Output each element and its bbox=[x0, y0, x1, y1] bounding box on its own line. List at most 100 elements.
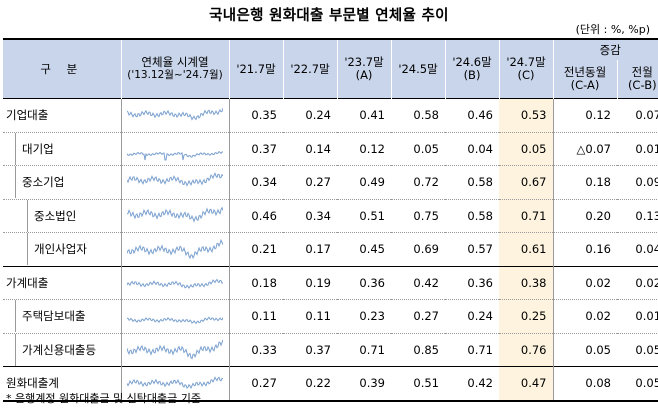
sparkline-chart bbox=[127, 239, 223, 260]
value-cell: 0.27 bbox=[229, 366, 283, 402]
value-cell: 0.47 bbox=[499, 366, 553, 402]
sparkline-chart bbox=[127, 172, 223, 187]
value-cell: 0.18 bbox=[229, 265, 283, 300]
table-row: 가계신용대출등 0.33 0.37 0.71 0.85 0.71 0.76 0.05 0.05 bbox=[3, 333, 658, 367]
value-cell: 0.01 bbox=[617, 299, 658, 334]
value-cell: 0.58 bbox=[445, 199, 499, 233]
value-cell: 0.76 bbox=[499, 333, 553, 367]
unit-label: (단위 : %, %p) bbox=[575, 23, 650, 36]
table-row: 기업대출 0.35 0.24 0.41 0.58 0.46 0.53 0.12 0.07 bbox=[3, 98, 658, 133]
header-2023-07: '23.7말 (A) bbox=[336, 39, 391, 99]
value-cell: 0.04 bbox=[445, 132, 499, 166]
value-cell: 0.12 bbox=[337, 132, 391, 166]
value-cell: 0.17 bbox=[283, 232, 337, 267]
header-series: 연체율 시계열 ('13.12월~'24.7월) bbox=[120, 39, 229, 99]
sparkline-path bbox=[127, 278, 223, 289]
value-cell: 0.85 bbox=[391, 333, 445, 367]
value-cell: 0.46 bbox=[229, 199, 283, 233]
value-cell: 0.67 bbox=[499, 165, 553, 200]
value-cell: 0.22 bbox=[283, 366, 337, 402]
sparkline-total-won-loans bbox=[121, 366, 230, 402]
row-label-sme: 중소기업 bbox=[3, 165, 122, 200]
value-cell: 0.72 bbox=[391, 165, 445, 200]
value-cell: 0.42 bbox=[391, 265, 445, 300]
value-cell: 0.27 bbox=[283, 165, 337, 200]
sparkline-chart bbox=[127, 376, 223, 390]
value-cell: 0.07 bbox=[617, 98, 658, 133]
value-cell: 0.24 bbox=[283, 98, 337, 133]
value-cell: 0.05 bbox=[617, 333, 658, 367]
value-cell: 0.13 bbox=[617, 199, 658, 233]
table-row: 개인사업자 0.21 0.17 0.45 0.69 0.57 0.61 0.16 0.04 bbox=[3, 232, 658, 267]
sparkline-path bbox=[127, 150, 223, 161]
value-cell: 0.20 bbox=[552, 199, 617, 233]
sparkline-path bbox=[127, 316, 223, 325]
table-row: 주택담보대출 0.11 0.11 0.23 0.27 0.24 0.25 0.02 0.01 bbox=[3, 299, 658, 334]
table-row: 중소기업 0.34 0.27 0.49 0.72 0.58 0.67 0.18 0.09 bbox=[3, 165, 658, 200]
row-label-corporate-loans: 기업대출 bbox=[3, 98, 122, 133]
header-2022-07: '22.7말 bbox=[282, 39, 337, 99]
value-cell: 0.49 bbox=[337, 165, 391, 200]
value-cell: 0.58 bbox=[391, 98, 445, 133]
row-label-mortgage: 주택담보대출 bbox=[3, 299, 122, 334]
value-cell: 0.18 bbox=[552, 165, 617, 200]
delinquency-table: 구 분 연체율 시계열 ('13.12월~'24.7월) '21.7말 '22.… bbox=[3, 38, 658, 402]
sparkline-chart bbox=[127, 206, 223, 223]
value-cell: 0.16 bbox=[552, 232, 617, 267]
value-cell: 0.21 bbox=[229, 232, 283, 267]
footnote: * 은행계정 원화대출금 및 신탁대출금 기준 bbox=[6, 392, 202, 405]
value-cell: 0.38 bbox=[499, 265, 553, 300]
value-cell: 0.41 bbox=[337, 98, 391, 133]
sparkline-sme-corp bbox=[121, 199, 230, 233]
sparkline-path bbox=[127, 172, 223, 187]
value-cell: 0.53 bbox=[499, 98, 553, 133]
header-2024-05: '24.5말 bbox=[390, 39, 445, 99]
value-cell: 0.05 bbox=[617, 366, 658, 402]
value-cell: 0.02 bbox=[552, 299, 617, 334]
value-cell: 0.19 bbox=[283, 265, 337, 300]
value-cell: 0.05 bbox=[499, 132, 553, 166]
table-row: 가계대출 0.18 0.19 0.36 0.42 0.36 0.38 0.02 0.02 bbox=[3, 265, 658, 300]
sparkline-path bbox=[127, 339, 223, 360]
header-gubun: 구 분 bbox=[3, 39, 121, 99]
table-row: 대기업 0.37 0.14 0.12 0.05 0.04 0.05 △0.07 0.01 bbox=[3, 132, 658, 166]
sparkline-path bbox=[127, 239, 223, 260]
row-label-large-corp: 대기업 bbox=[3, 132, 122, 166]
header-yoy: 전년동월 (C-A) bbox=[552, 60, 617, 99]
value-cell: 0.25 bbox=[499, 299, 553, 334]
value-cell: 0.27 bbox=[391, 299, 445, 334]
value-cell: 0.42 bbox=[445, 366, 499, 402]
sparkline-large-corp bbox=[121, 132, 230, 166]
value-cell: △0.07 bbox=[552, 132, 617, 166]
sparkline-path bbox=[127, 108, 223, 122]
sparkline-chart bbox=[127, 108, 223, 122]
header-change: 증감 bbox=[552, 39, 658, 60]
row-label-sme-corp: 중소법인 bbox=[3, 199, 122, 233]
page-title: 국내은행 원화대출 부문별 연체율 추이 bbox=[209, 8, 449, 24]
value-cell: 0.46 bbox=[445, 98, 499, 133]
value-cell: 0.23 bbox=[337, 299, 391, 334]
value-cell: 0.69 bbox=[391, 232, 445, 267]
sparkline-chart bbox=[127, 339, 223, 360]
value-cell: 0.36 bbox=[445, 265, 499, 300]
sparkline-household-loans bbox=[121, 265, 230, 300]
sparkline-chart bbox=[127, 316, 223, 325]
value-cell: 0.39 bbox=[337, 366, 391, 402]
header-2021-07: '21.7말 bbox=[228, 39, 283, 99]
row-label-household-loans: 가계대출 bbox=[3, 265, 122, 300]
value-cell: 0.02 bbox=[617, 265, 658, 300]
table-row: 중소법인 0.46 0.34 0.51 0.75 0.58 0.71 0.20 0.13 bbox=[3, 199, 658, 233]
value-cell: 0.71 bbox=[445, 333, 499, 367]
sparkline-sme bbox=[121, 165, 230, 200]
sparkline-corporate-loans bbox=[121, 98, 230, 133]
table-row: 원화대출계 0.27 0.22 0.39 0.51 0.42 0.47 0.08 0.05 bbox=[3, 366, 658, 402]
value-cell: 0.14 bbox=[283, 132, 337, 166]
header-2024-07: '24.7말 (C) bbox=[498, 39, 553, 99]
value-cell: 0.51 bbox=[391, 366, 445, 402]
sparkline-path bbox=[127, 206, 223, 223]
value-cell: 0.58 bbox=[445, 165, 499, 200]
value-cell: 0.51 bbox=[337, 199, 391, 233]
value-cell: 0.71 bbox=[337, 333, 391, 367]
sparkline-household-credit bbox=[121, 333, 230, 367]
value-cell: 0.08 bbox=[552, 366, 617, 402]
